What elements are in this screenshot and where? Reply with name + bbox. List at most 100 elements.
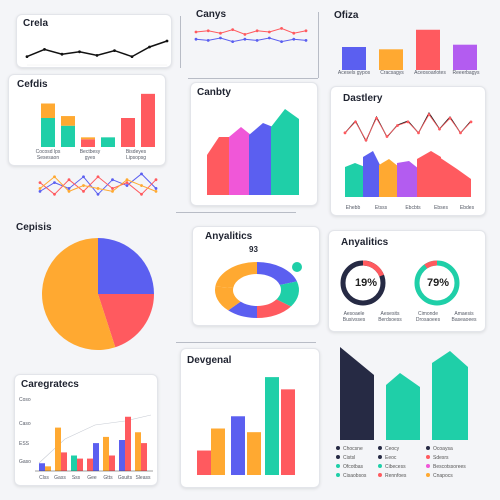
- bar-chart-devgenal: [197, 377, 295, 475]
- area-shape: [397, 161, 419, 197]
- bar: [342, 47, 366, 70]
- legend-label: Rennfoes: [385, 473, 407, 479]
- data-point: [194, 30, 198, 34]
- data-point: [113, 49, 116, 52]
- legend-item: Ceocy: [378, 446, 399, 452]
- bar: [55, 427, 61, 471]
- bar-label: Cocosd lps Sesesaon: [35, 149, 61, 161]
- bar-chart-ofiza: [342, 29, 477, 70]
- legend-swatch: [336, 446, 340, 450]
- area-shape: [379, 159, 399, 197]
- connector-line: [318, 12, 319, 78]
- area-shape: [229, 127, 251, 195]
- area-chart-canbty: [207, 109, 299, 195]
- legend: Chocsne Ceocy Ocoaysa Cistsl Eeoc Sdesrs…: [336, 446, 496, 486]
- legend-swatch: [378, 473, 382, 477]
- connector-line: [176, 330, 316, 343]
- bar: [61, 125, 75, 147]
- legend-label: Ceocy: [385, 446, 400, 452]
- bar: [101, 137, 115, 147]
- data-point: [243, 33, 247, 36]
- panel-title: Anyalitics: [341, 237, 389, 248]
- bar: [61, 452, 67, 471]
- legend-swatch: [426, 455, 430, 459]
- legend-item: Sdesrs: [426, 455, 449, 461]
- donut-slice: [215, 262, 257, 288]
- data-point: [206, 39, 210, 42]
- data-point: [364, 138, 368, 142]
- data-point: [125, 178, 129, 182]
- donut-slice: [257, 262, 297, 286]
- pie-chart-cepisis: [42, 238, 154, 350]
- data-point: [280, 27, 283, 30]
- legend-item: Cistsl: [336, 455, 355, 461]
- data-point: [255, 29, 259, 33]
- donut-slice: [276, 281, 299, 307]
- data-point: [82, 184, 85, 187]
- legend-swatch: [378, 455, 382, 459]
- ring-value: 19%: [355, 277, 378, 289]
- stacked-bar-chart-cefdis: [41, 93, 155, 147]
- data-point: [255, 39, 259, 42]
- x-tick-label: Gass: [54, 475, 66, 481]
- data-point: [38, 189, 42, 193]
- legend-label: Bescotssorees: [433, 464, 466, 470]
- data-point: [304, 39, 308, 42]
- series-line: [195, 27, 307, 35]
- bar-label: Reeerbagys: [452, 70, 480, 76]
- bar: [103, 436, 109, 471]
- area-line-chart-dastlery: [343, 112, 473, 197]
- legend-label: Eeoc: [385, 455, 397, 461]
- legend-item: Cisaobsos: [336, 473, 366, 479]
- axis-label: Ehebb: [345, 205, 361, 211]
- multi-line-chart: [38, 172, 158, 196]
- data-point: [96, 187, 100, 190]
- data-point: [354, 120, 357, 124]
- panel-line-crela: Crela: [16, 14, 172, 68]
- legend-swatch: [336, 464, 340, 468]
- data-point: [375, 116, 378, 120]
- data-point: [60, 52, 64, 56]
- panel-area-dastlery: Dastlery Ehebb Etsss Ebcbts Ebses Ebdes: [330, 86, 486, 216]
- data-point: [438, 127, 441, 131]
- data-point: [194, 37, 198, 41]
- data-point: [154, 189, 158, 193]
- legend-label: Cistsl: [343, 455, 356, 461]
- bar: [87, 458, 93, 471]
- y-tick-label: Coso: [19, 397, 31, 403]
- panel-rings-anyalitics: Anyalitics 19% 79% Aesoaele Busivsses Ae…: [328, 230, 486, 332]
- panel-title: Ofiza: [334, 10, 359, 21]
- legend-swatch: [426, 464, 430, 468]
- panel-title: Caregratecs: [21, 379, 79, 390]
- legend-label: Chocsne: [343, 446, 363, 452]
- bar-label: Acesels gypos: [337, 70, 371, 76]
- panel-bar-caregratecs: Caregratecs Coso Caso ESS Gaso Clss Gass…: [14, 374, 158, 486]
- data-point: [140, 192, 143, 196]
- area-shape: [249, 123, 273, 195]
- bar: [247, 432, 261, 475]
- data-point: [78, 50, 81, 54]
- legend-item: Ofcotbas: [336, 464, 363, 470]
- bar: [265, 377, 279, 475]
- donut-value: 93: [249, 245, 258, 254]
- legend-label: Ocoaysa: [433, 446, 453, 452]
- bar: [135, 432, 141, 471]
- y-tick-label: Caso: [19, 421, 31, 427]
- panel-title: Dastlery: [343, 93, 383, 104]
- data-point: [165, 39, 169, 43]
- legend-label: Cisaobsos: [343, 473, 367, 479]
- data-point: [469, 120, 473, 124]
- bar: [453, 44, 477, 70]
- legend-swatch: [426, 446, 430, 450]
- legend-swatch: [336, 455, 340, 459]
- ring-segment: [363, 260, 384, 277]
- bar-label: Bisdeyes Lipsopsg: [125, 149, 147, 161]
- panel-bar-ofiza: Ofiza Acesels gypos Cracsagys Aceosoarlo…: [330, 8, 486, 80]
- panel-bar-cefdis: Cefdis Cocosd lps Sesesaon Bectbesy gyes…: [8, 74, 166, 166]
- data-point: [304, 29, 308, 33]
- data-point: [96, 192, 100, 196]
- panel-title: Crela: [23, 18, 49, 29]
- data-point: [280, 40, 283, 43]
- data-point: [53, 181, 56, 185]
- legend-item: Cnapocs: [426, 473, 453, 479]
